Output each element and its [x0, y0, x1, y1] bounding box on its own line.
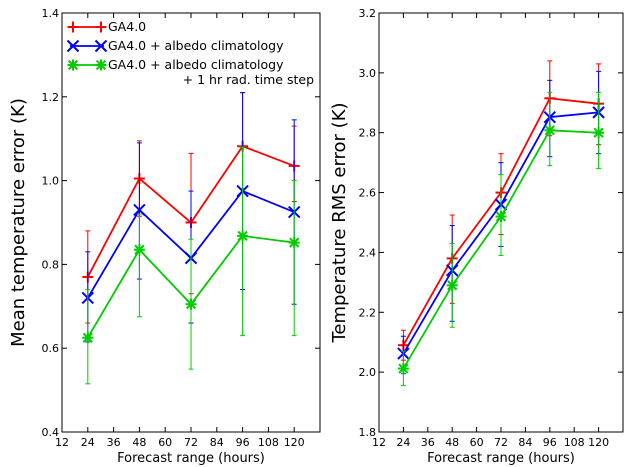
legend-label: GA4.0 — [108, 19, 146, 34]
legend-marker — [95, 21, 107, 33]
x-tick-label: 12 — [372, 436, 386, 449]
y-tick-label: 2.6 — [359, 187, 377, 200]
x-tick-label: 12 — [55, 436, 69, 449]
data-point — [544, 124, 556, 136]
data-point — [133, 244, 145, 256]
x-tick-label: 36 — [421, 436, 435, 449]
data-point — [288, 237, 300, 249]
y-tick-label: 2.0 — [359, 366, 377, 379]
error-bar — [291, 180, 297, 337]
data-point — [593, 127, 605, 139]
x-axis-label: Forecast range (hours) — [117, 451, 265, 466]
x-tick-label: 84 — [210, 436, 224, 449]
series-3 — [82, 146, 300, 385]
x-tick-label: 48 — [445, 436, 459, 449]
y-tick-label: 2.2 — [359, 306, 377, 319]
y-tick-label: 2.8 — [359, 127, 377, 140]
x-tick-label: 96 — [236, 436, 250, 449]
legend-item-3: GA4.0 + albedo climatology+ 1 hr rad. ti… — [67, 57, 314, 87]
x-tick-label: 36 — [107, 436, 121, 449]
x-tick-label: 24 — [396, 436, 410, 449]
data-point — [185, 298, 197, 310]
data-point — [82, 332, 94, 344]
x-tick-label: 72 — [184, 436, 198, 449]
legend-marker — [95, 59, 107, 71]
x-tick-label: 108 — [258, 436, 279, 449]
legend-marker — [67, 59, 79, 71]
x-tick-label: 60 — [158, 436, 172, 449]
x-axis-label: Forecast range (hours) — [427, 451, 575, 466]
data-point — [495, 211, 507, 223]
x-tick-label: 48 — [132, 436, 146, 449]
y-axis-label: Mean temperature error (K) — [8, 98, 29, 347]
legend-label: GA4.0 + albedo climatology — [108, 38, 284, 53]
x-tick-label: 96 — [543, 436, 557, 449]
y-tick-label: 0.8 — [42, 258, 60, 271]
legend-item-1: GA4.0 — [67, 19, 146, 34]
series-3 — [397, 91, 605, 387]
x-tick-label: 60 — [470, 436, 484, 449]
y-tick-label: 2.4 — [359, 246, 377, 259]
y-tick-label: 1.0 — [42, 175, 60, 188]
legend-label: + 1 hr rad. time step — [183, 72, 314, 87]
legend-marker — [66, 39, 80, 53]
rms-error-panel: 12 24 36 48 60 72 84 96 108 120 1.8 2.0 2.2 2.4 2.6 2.8… — [329, 7, 624, 466]
data-point — [446, 279, 458, 291]
y-tick-label: 3.0 — [359, 67, 377, 80]
y-tick-label: 1.4 — [42, 7, 60, 20]
legend-item-2: GA4.0 + albedo climatology — [66, 38, 284, 53]
y-tick-label: 1.8 — [359, 426, 377, 439]
legend-label: GA4.0 + albedo climatology — [108, 57, 284, 72]
y-tick-label: 0.6 — [42, 342, 60, 355]
x-tick-label: 120 — [588, 436, 609, 449]
x-tick-label: 108 — [564, 436, 585, 449]
data-point — [397, 363, 409, 375]
y-axis-label: Temperature RMS error (K) — [329, 102, 350, 343]
mean-error-panel: 12 24 36 48 60 72 84 96 108 120 0.4 0.6 0.8 1.0 1.2 1.4… — [8, 7, 321, 466]
data-point — [237, 230, 249, 242]
y-tick-label: 0.4 — [42, 426, 60, 439]
y-tick-label: 1.2 — [42, 91, 60, 104]
legend-marker — [94, 39, 108, 53]
legend-marker — [67, 21, 79, 33]
x-tick-label: 84 — [518, 436, 532, 449]
x-tick-label: 120 — [284, 436, 305, 449]
y-tick-label: 3.2 — [359, 7, 377, 20]
error-bar — [136, 213, 142, 318]
data-point — [133, 203, 146, 217]
x-tick-label: 72 — [494, 436, 508, 449]
x-tick-label: 24 — [81, 436, 95, 449]
